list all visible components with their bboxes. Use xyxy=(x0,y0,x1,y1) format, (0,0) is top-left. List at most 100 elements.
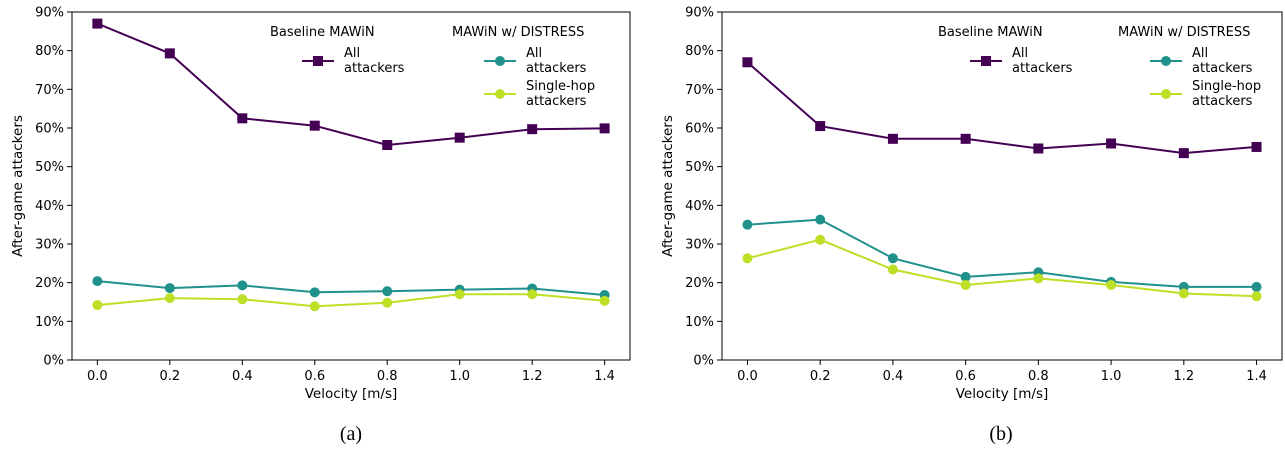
data-point-circle xyxy=(164,283,175,294)
x-tick-label: 1.4 xyxy=(1246,369,1267,384)
y-tick-label: 20% xyxy=(35,276,64,291)
legend-label: attackers xyxy=(526,94,587,109)
data-point-square xyxy=(887,133,898,144)
x-tick-label: 1.0 xyxy=(1101,369,1122,384)
y-tick-label: 60% xyxy=(685,122,714,137)
data-point-circle xyxy=(1033,273,1044,284)
y-tick-label: 60% xyxy=(35,122,64,137)
data-point-circle xyxy=(382,297,393,308)
legend-marker-circle xyxy=(495,56,505,66)
data-point-circle xyxy=(1251,281,1262,292)
series-2-line xyxy=(747,238,1257,298)
x-tick-label: 0.6 xyxy=(955,369,976,384)
x-tick-label: 1.2 xyxy=(522,369,543,384)
data-point-circle xyxy=(382,286,393,297)
y-tick-label: 10% xyxy=(685,315,714,330)
data-point-square xyxy=(164,48,175,59)
x-tick-label: 0.0 xyxy=(737,369,758,384)
y-tick-label: 70% xyxy=(685,83,714,98)
data-point-square xyxy=(1106,138,1117,149)
legend-group: MAWiN w/ DISTRESSAllattackersSingle-hopa… xyxy=(1118,25,1261,109)
data-point-circle xyxy=(237,280,248,291)
legend-label: Single-hop xyxy=(526,79,595,94)
y-tick-label: 30% xyxy=(685,238,714,253)
y-tick-label: 0% xyxy=(693,354,714,369)
y-axis-label: After-game attackers xyxy=(10,115,26,257)
legend-marker-circle xyxy=(495,89,505,99)
x-tick-label: 0.4 xyxy=(883,369,904,384)
y-tick-label: 10% xyxy=(35,315,64,330)
chart-panel-b: 0% 10% 20% 30% 40% 50% 60% 70% 80% 90% 0.0 0.2 0.4 0.… xyxy=(660,6,1283,445)
legend-title: Baseline MAWiN xyxy=(270,25,375,40)
data-point-square xyxy=(742,57,753,68)
series-1-line xyxy=(747,218,1257,288)
data-point-square xyxy=(960,133,971,144)
x-tick-label: 0.2 xyxy=(159,369,180,384)
data-point-square xyxy=(1251,141,1262,152)
legend-label: attackers xyxy=(1012,61,1073,76)
data-point-circle xyxy=(237,294,248,305)
chart-panel-a: 0% 10% 20% 30% 40% 50% 60% 70% 80% 90% 0.0 0.2 0.4 0.… xyxy=(10,6,631,445)
series-2-line xyxy=(97,293,605,308)
data-point-circle xyxy=(742,219,753,230)
y-tick-label: 80% xyxy=(35,44,64,59)
legend-marker-circle xyxy=(1161,56,1171,66)
y-tick-label: 90% xyxy=(35,6,64,21)
x-tick-label: 0.8 xyxy=(377,369,398,384)
data-point-circle xyxy=(599,295,610,306)
legend-marker-square xyxy=(313,56,323,66)
x-tick-label: 0.2 xyxy=(810,369,831,384)
data-point-circle xyxy=(92,276,103,287)
y-tick-label: 90% xyxy=(685,6,714,21)
x-tick-label: 1.0 xyxy=(449,369,470,384)
x-axis-label: Velocity [m/s] xyxy=(305,386,398,402)
y-tick-label: 0% xyxy=(43,354,64,369)
data-point-circle xyxy=(309,301,320,312)
data-point-square xyxy=(599,123,610,134)
plot-frame xyxy=(721,11,1283,361)
legend-title: MAWiN w/ DISTRESS xyxy=(1118,25,1250,40)
legend-label: All xyxy=(344,46,360,61)
data-point-circle xyxy=(1106,279,1117,290)
y-tick-label: 50% xyxy=(685,160,714,175)
data-point-square xyxy=(815,121,826,132)
legend-label: attackers xyxy=(344,61,405,76)
data-point-circle xyxy=(454,289,465,300)
data-point-square xyxy=(527,124,538,135)
data-point-circle xyxy=(1251,291,1262,302)
x-tick-label: 0.8 xyxy=(1028,369,1049,384)
x-tick-label: 0.0 xyxy=(87,369,108,384)
x-tick-label: 0.6 xyxy=(304,369,325,384)
data-point-circle xyxy=(164,293,175,304)
data-point-circle xyxy=(92,300,103,311)
panel-caption: (a) xyxy=(340,423,362,445)
series-0-line xyxy=(97,22,605,147)
data-point-square xyxy=(1033,143,1044,154)
legend-label: attackers xyxy=(1192,94,1253,109)
plot-frame xyxy=(71,11,631,361)
legend-label: All xyxy=(1012,46,1028,61)
y-tick-label: 40% xyxy=(685,199,714,214)
y-tick-label: 20% xyxy=(685,276,714,291)
data-point-square xyxy=(92,18,103,29)
legend-label: Single-hop xyxy=(1192,79,1261,94)
legend-title: MAWiN w/ DISTRESS xyxy=(452,25,584,40)
data-point-circle xyxy=(742,253,753,264)
data-point-square xyxy=(454,132,465,143)
legend-label: All xyxy=(1192,46,1208,61)
x-tick-label: 0.4 xyxy=(232,369,253,384)
data-point-circle xyxy=(309,287,320,298)
legend-group: MAWiN w/ DISTRESSAllattackersSingle-hopa… xyxy=(452,25,595,109)
data-point-square xyxy=(1178,148,1189,159)
data-point-circle xyxy=(887,264,898,275)
y-tick-label: 70% xyxy=(35,83,64,98)
series-1-line xyxy=(97,280,605,296)
data-point-circle xyxy=(527,289,538,300)
legend-marker-circle xyxy=(1161,89,1171,99)
data-point-circle xyxy=(887,253,898,264)
data-point-circle xyxy=(960,279,971,290)
data-point-square xyxy=(237,113,248,124)
y-tick-label: 50% xyxy=(35,160,64,175)
